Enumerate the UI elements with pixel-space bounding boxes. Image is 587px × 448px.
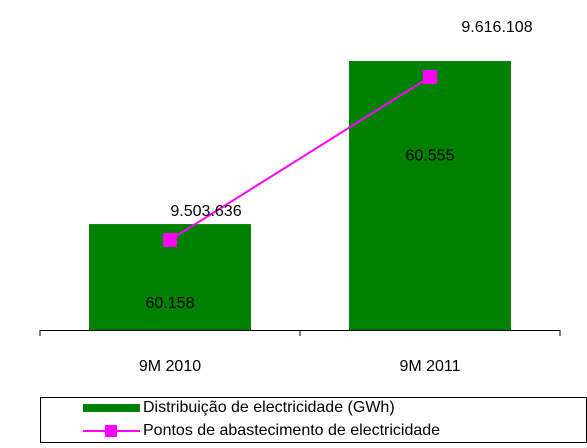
- legend-label: Pontos de abastecimento de electricidade: [143, 422, 440, 439]
- legend-swatch: [83, 404, 140, 412]
- line: [169, 76, 431, 241]
- bar: [349, 61, 511, 330]
- legend-label: Distribuição de electricidade (GWh): [143, 399, 395, 416]
- x-tick-label: 9M 2010: [139, 358, 201, 375]
- line-value-label: 9.503.636: [170, 203, 241, 220]
- line-marker: [423, 69, 437, 84]
- line-value-label: 9.616.108: [461, 19, 532, 36]
- line-marker: [163, 232, 177, 247]
- bar-value-label: 60.158: [146, 295, 195, 312]
- bar-value-label: 60.555: [406, 147, 455, 164]
- x-tick-label: 9M 2011: [399, 358, 460, 375]
- legend-marker: [105, 425, 117, 437]
